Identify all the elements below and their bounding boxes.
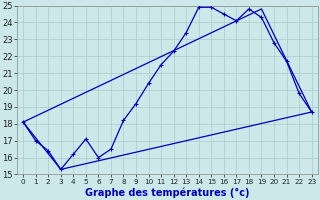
X-axis label: Graphe des températures (°c): Graphe des températures (°c)	[85, 187, 250, 198]
